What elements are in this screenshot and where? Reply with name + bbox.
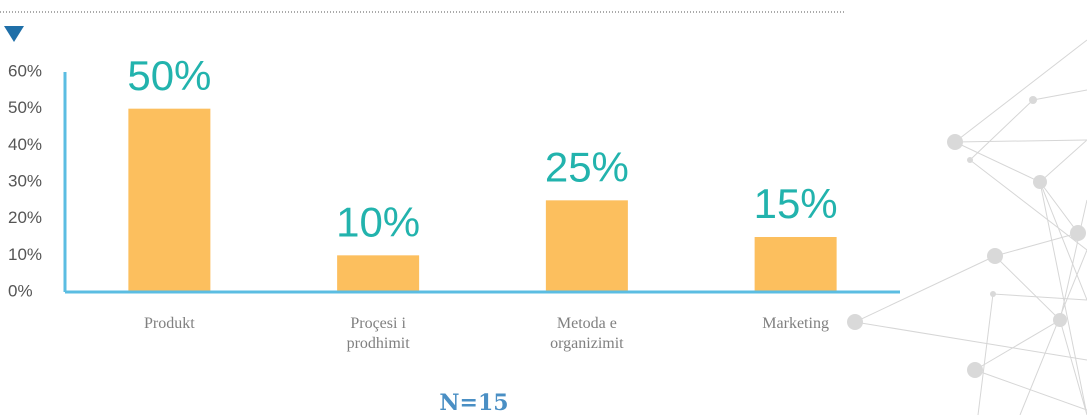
value-label: 25% — [545, 143, 629, 190]
bar — [128, 109, 210, 292]
bar — [337, 255, 419, 292]
page: 0% 10% 20% 30% 40% 50% 60% 50% 10% 25% 15% N=15 Pro… — [0, 0, 1087, 415]
y-tick-label: 40% — [8, 135, 42, 154]
y-tick-label: 10% — [8, 245, 42, 264]
y-tick-label: 20% — [8, 208, 42, 227]
bar — [546, 200, 628, 292]
annotation: N=15 — [439, 390, 508, 415]
marker — [4, 26, 24, 42]
x-tick-label: Marketing — [726, 314, 866, 334]
y-tick-label: 0% — [8, 281, 33, 300]
value-label: 50% — [127, 52, 211, 99]
x-tick-label: Metoda e organizimit — [527, 314, 647, 354]
value-label: 10% — [336, 198, 420, 245]
y-tick-label: 60% — [8, 61, 42, 80]
value-label: 15% — [754, 180, 838, 227]
y-tick-label: 30% — [8, 171, 42, 190]
x-tick-label: Produkt — [99, 314, 239, 334]
bar — [755, 237, 837, 292]
decoration-dots — [847, 96, 1086, 378]
x-tick-label: Proçesi i prodhimit — [343, 314, 413, 354]
y-tick-label: 50% — [8, 98, 42, 117]
